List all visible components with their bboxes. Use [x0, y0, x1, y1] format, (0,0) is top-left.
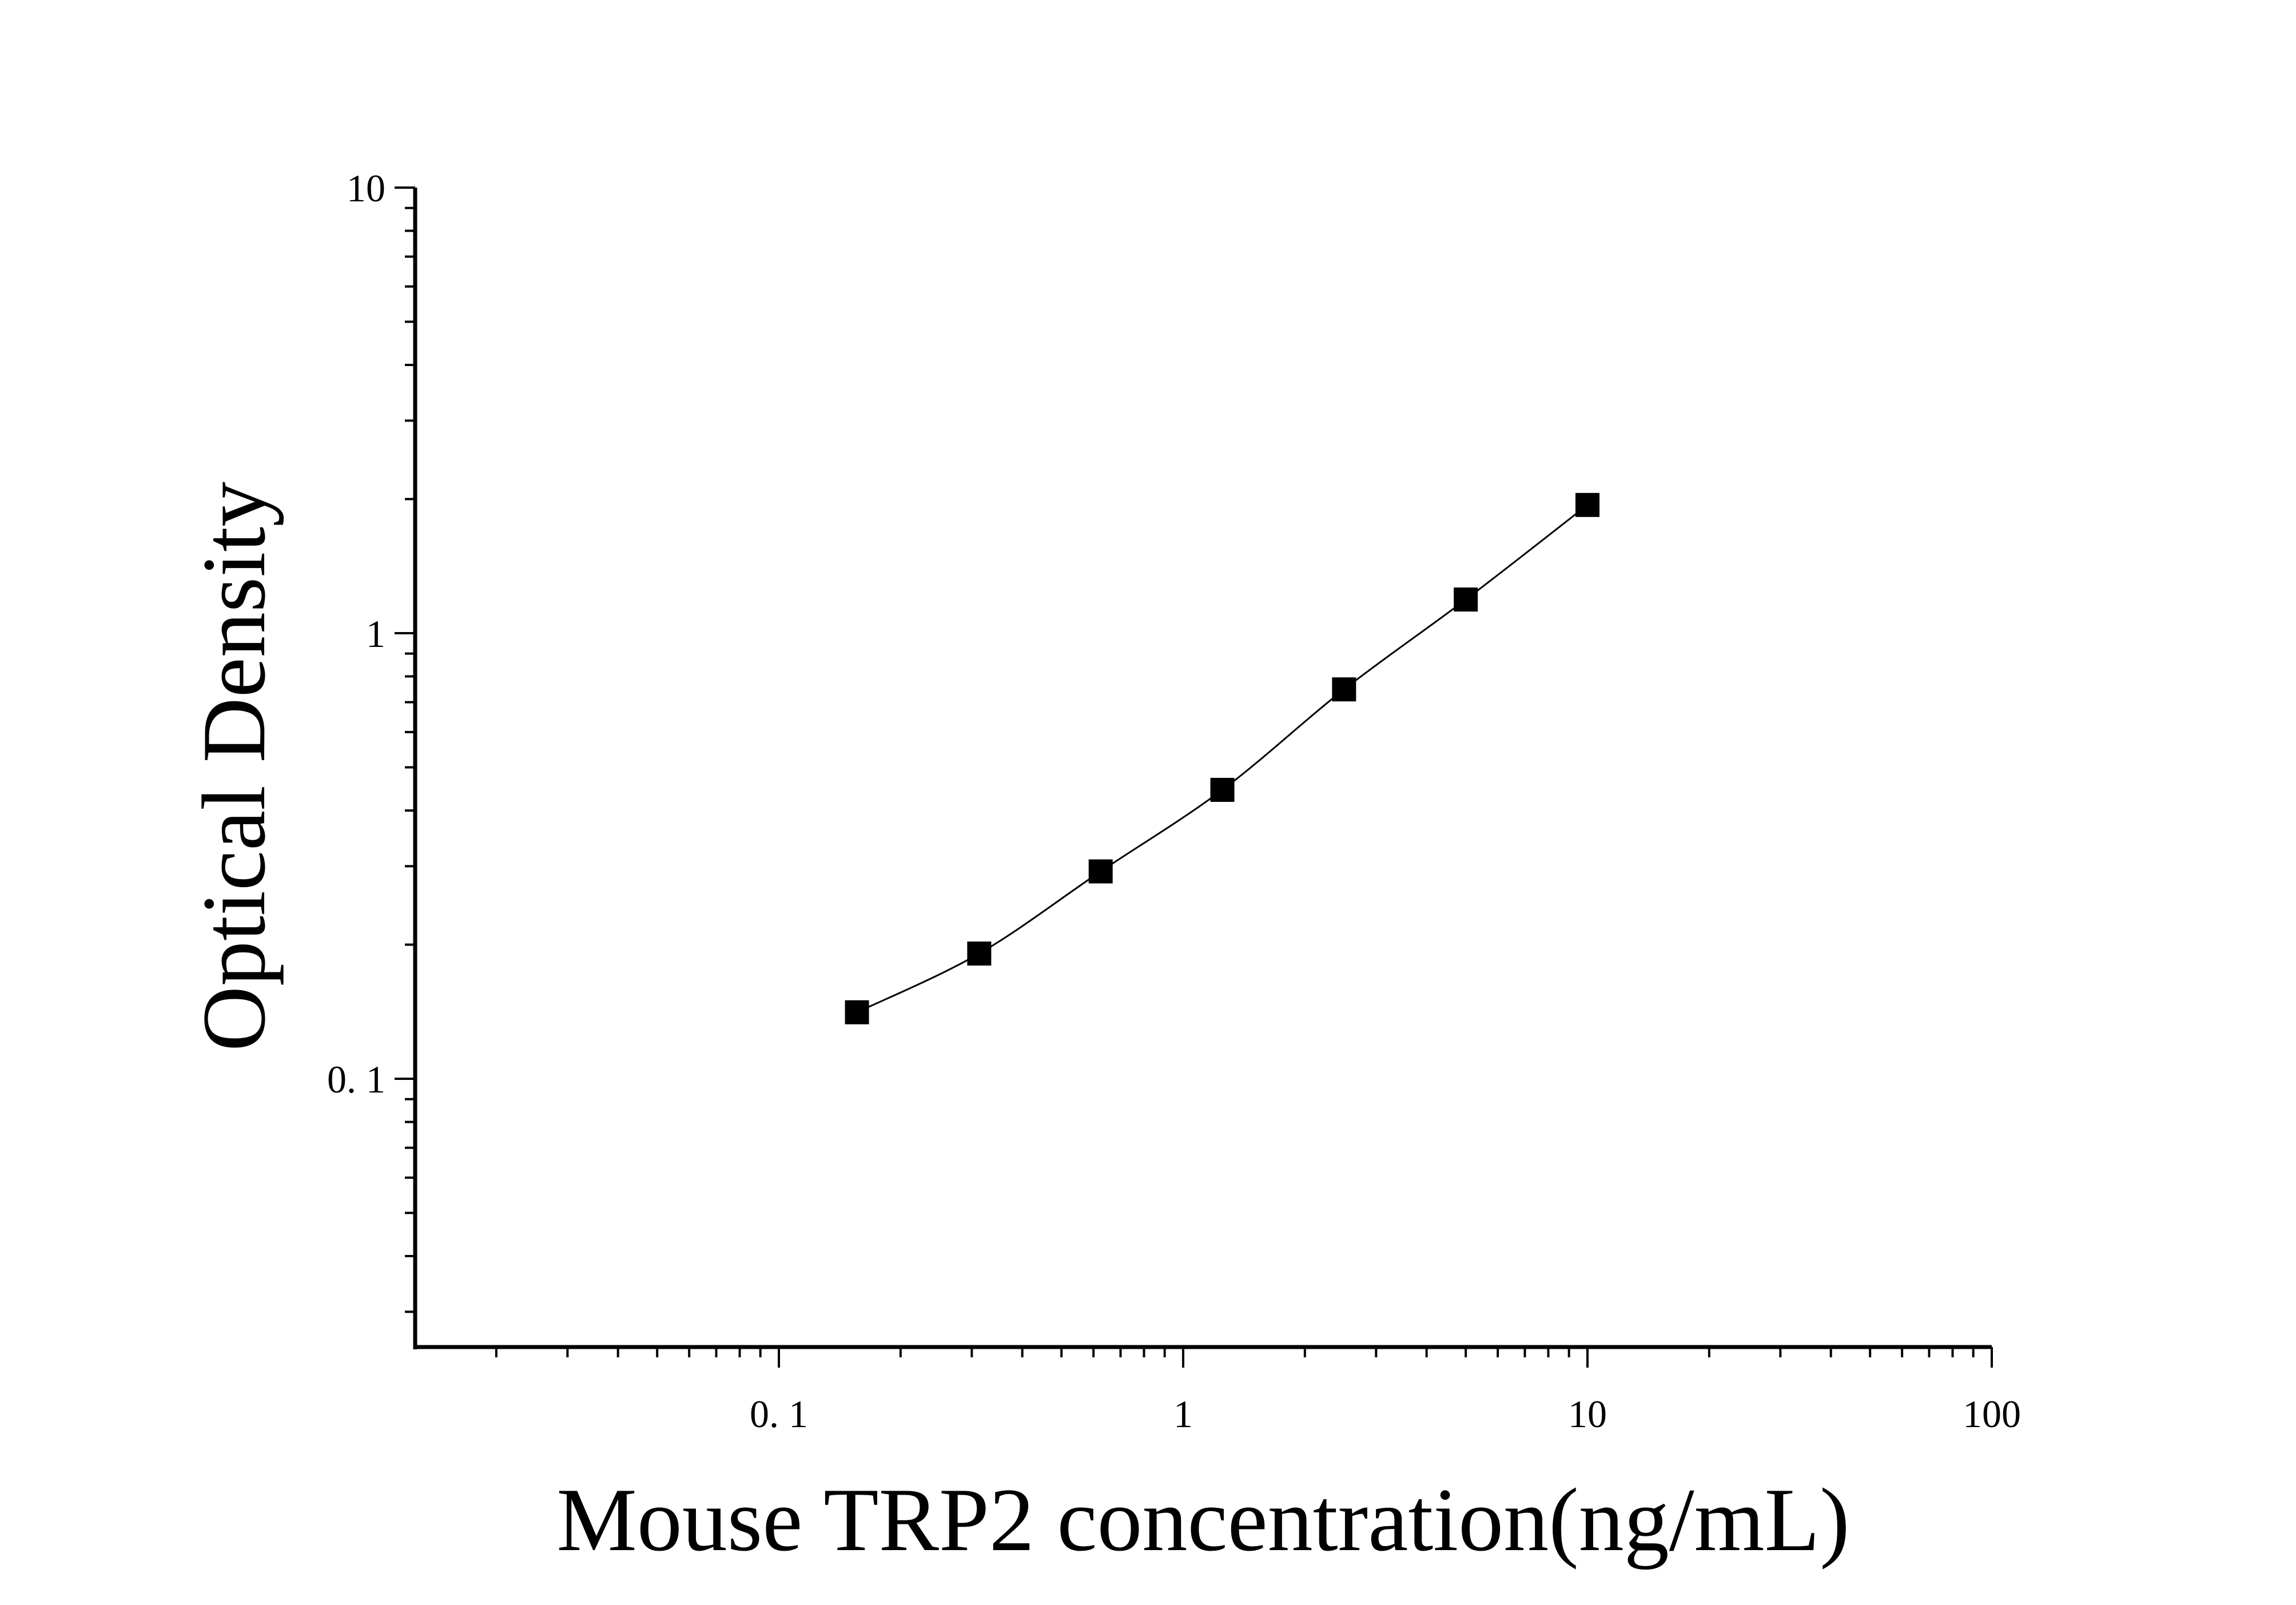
y-tick-label: 10 — [347, 166, 385, 210]
data-points — [845, 492, 1600, 1024]
data-point — [1575, 492, 1600, 517]
data-point — [1088, 859, 1113, 884]
x-tick-label: 0. 1 — [750, 1392, 808, 1436]
fit-curve — [856, 504, 1588, 1014]
data-point — [1454, 587, 1478, 612]
y-axis-title: Optical Density — [184, 482, 284, 1051]
data-point — [967, 941, 992, 966]
data-point — [845, 1000, 869, 1024]
data-point — [1210, 777, 1235, 802]
x-axis-title: Mouse TRP2 concentration(ng/mL) — [556, 1470, 1849, 1570]
y-tick-label: 1 — [366, 612, 385, 655]
data-point — [1332, 677, 1356, 702]
y-tick-label: 0. 1 — [327, 1058, 385, 1101]
x-tick-label: 10 — [1568, 1392, 1607, 1436]
axes — [395, 186, 1993, 1368]
x-tick-label: 1 — [1173, 1392, 1193, 1436]
x-tick-label: 100 — [1963, 1392, 2021, 1436]
tick-labels: 0. 1 1 10 100 0. 1 1 10 — [327, 166, 2021, 1436]
